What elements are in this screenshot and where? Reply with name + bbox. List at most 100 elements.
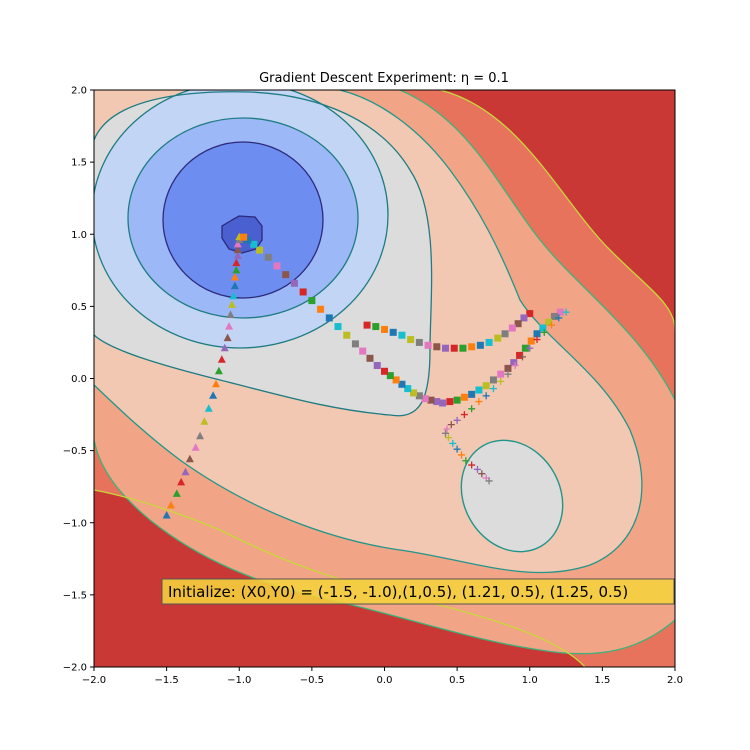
data-point — [223, 333, 232, 342]
series-plus — [442, 308, 570, 485]
y-tick-label: 2.0 — [71, 86, 87, 97]
data-point — [229, 291, 238, 300]
x-tick-label: 0.0 — [377, 675, 393, 686]
data-point — [181, 467, 190, 476]
data-point — [444, 434, 452, 442]
data-point — [415, 338, 423, 346]
data-point — [460, 393, 468, 401]
data-point — [308, 297, 316, 305]
data-point — [550, 312, 558, 320]
data-point — [473, 465, 481, 473]
data-point — [334, 323, 342, 331]
data-point — [489, 385, 497, 393]
x-tick-label: −0.5 — [300, 675, 324, 686]
data-point — [232, 265, 241, 274]
data-point — [485, 338, 493, 346]
data-point — [363, 321, 371, 329]
data-point — [233, 251, 242, 259]
data-point — [264, 253, 272, 261]
data-point — [442, 344, 450, 352]
data-point — [421, 395, 429, 403]
data-point — [468, 405, 476, 413]
data-point — [497, 370, 505, 378]
scatter-points — [162, 232, 570, 519]
data-point — [556, 308, 564, 316]
data-point — [442, 429, 450, 437]
data-point — [273, 262, 281, 270]
data-point — [449, 439, 457, 447]
data-point — [230, 281, 239, 290]
data-point — [545, 318, 553, 326]
y-tick-label: −1.5 — [63, 590, 87, 601]
data-point — [453, 396, 461, 404]
data-point — [539, 324, 547, 332]
data-point — [244, 236, 252, 244]
data-point — [351, 340, 359, 348]
y-tick-label: −0.5 — [63, 446, 87, 457]
data-point — [526, 344, 534, 352]
data-point — [520, 314, 528, 322]
x-tick-label: 0.5 — [449, 675, 465, 686]
data-point — [527, 337, 535, 345]
data-point — [256, 246, 264, 254]
data-point — [191, 443, 200, 451]
data-point — [392, 376, 400, 384]
y-axis: 2.0 1.5 1.0 0.5 0.0 −0.5 −1.0 −1.5 −2.0 — [63, 86, 94, 674]
data-point — [504, 364, 512, 372]
contour-line-grey — [94, 91, 433, 417]
contour-line-orange — [94, 90, 675, 667]
data-point — [381, 325, 388, 333]
x-tick-label: 2.0 — [667, 675, 683, 686]
data-point — [453, 445, 461, 453]
data-point — [317, 305, 325, 313]
data-point — [389, 328, 397, 336]
data-point — [407, 336, 415, 344]
data-point — [533, 336, 541, 344]
data-point — [521, 344, 529, 352]
data-point — [217, 355, 226, 363]
data-point — [475, 398, 483, 406]
data-point — [424, 341, 432, 349]
data-point — [433, 398, 441, 406]
data-point — [343, 331, 351, 339]
data-point — [482, 392, 490, 400]
data-point — [372, 323, 380, 331]
plot-area — [93, 89, 676, 668]
data-point — [501, 330, 509, 338]
data-point — [282, 271, 290, 279]
data-point — [510, 359, 518, 367]
data-point — [504, 370, 512, 378]
data-point — [462, 457, 470, 465]
y-tick-label: 1.0 — [71, 230, 87, 241]
data-point — [511, 362, 519, 370]
data-point — [453, 416, 461, 424]
data-point — [485, 477, 493, 485]
x-tick-label: −1.0 — [227, 675, 251, 686]
data-point — [177, 477, 186, 486]
data-point — [562, 308, 570, 316]
y-tick-label: 1.5 — [71, 158, 87, 169]
data-point — [514, 320, 522, 328]
data-point — [227, 300, 236, 308]
y-tick-label: −1.0 — [63, 518, 87, 529]
data-point — [489, 376, 497, 384]
data-point — [468, 390, 476, 398]
x-axis: −2.0 −1.5 −1.0 −0.5 0.0 0.5 1.0 1.5 2.0 — [82, 667, 683, 686]
data-point — [226, 310, 235, 319]
y-tick-label: 0.5 — [71, 302, 87, 313]
data-point — [214, 366, 223, 375]
y-tick-label: −2.0 — [63, 663, 87, 674]
x-tick-label: 1.0 — [522, 675, 538, 686]
data-point — [240, 233, 248, 241]
data-point — [166, 500, 175, 509]
data-point — [250, 240, 258, 248]
data-point — [366, 354, 374, 362]
data-point — [220, 343, 229, 352]
data-point — [404, 385, 412, 393]
data-point — [299, 288, 307, 296]
data-point — [516, 351, 524, 359]
series-triangle — [162, 232, 244, 519]
data-point — [200, 417, 209, 425]
data-point — [482, 382, 490, 390]
